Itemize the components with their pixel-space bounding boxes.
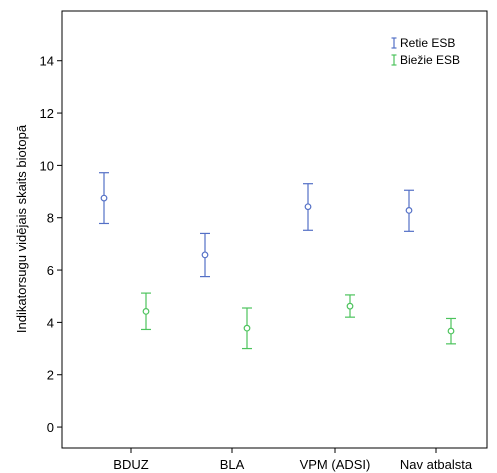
x-axis: BDUZ BLA VPM (ADSI) Nav atbalsta <box>113 448 473 472</box>
y-tick-label: 0 <box>47 420 54 435</box>
mean-point <box>201 251 209 259</box>
y-tick-label: 6 <box>47 263 54 278</box>
chart-marks <box>99 172 456 350</box>
y-axis-title: Indikatorsugu vidējais skaits biotopā <box>14 124 29 333</box>
legend-item: Biežie ESB <box>391 53 460 67</box>
y-tick-label: 12 <box>40 106 54 121</box>
y-tick-label: 4 <box>47 315 54 330</box>
legend-label: Retie ESB <box>400 36 455 50</box>
error-bar <box>242 307 252 350</box>
mean-point <box>142 308 150 315</box>
mean-point <box>447 327 455 335</box>
plot-frame <box>61 10 488 449</box>
mean-point <box>405 206 413 214</box>
error-bar <box>404 189 414 232</box>
error-bar <box>200 232 210 278</box>
y-tick-label: 14 <box>40 54 54 69</box>
mean-point <box>346 302 354 310</box>
mean-point <box>243 324 251 332</box>
error-bar <box>99 172 109 225</box>
error-bar <box>446 317 456 345</box>
legend: Retie ESB Biežie ESB <box>391 36 460 67</box>
x-tick-label: BLA <box>220 457 245 472</box>
y-axis: 0 2 4 6 8 10 12 14 <box>40 54 62 435</box>
legend-label: Biežie ESB <box>400 53 460 67</box>
error-bar <box>141 292 151 331</box>
error-bar <box>303 183 313 231</box>
error-bar <box>345 294 355 318</box>
x-tick-label: BDUZ <box>113 457 148 472</box>
mean-point <box>100 194 108 202</box>
x-tick-label: Nav atbalsta <box>400 457 473 472</box>
mean-point <box>304 203 312 211</box>
y-tick-label: 8 <box>47 211 54 226</box>
y-tick-label: 2 <box>47 368 54 383</box>
x-tick-label: VPM (ADSI) <box>300 457 371 472</box>
y-tick-label: 10 <box>40 158 54 173</box>
legend-item: Retie ESB <box>391 36 455 50</box>
